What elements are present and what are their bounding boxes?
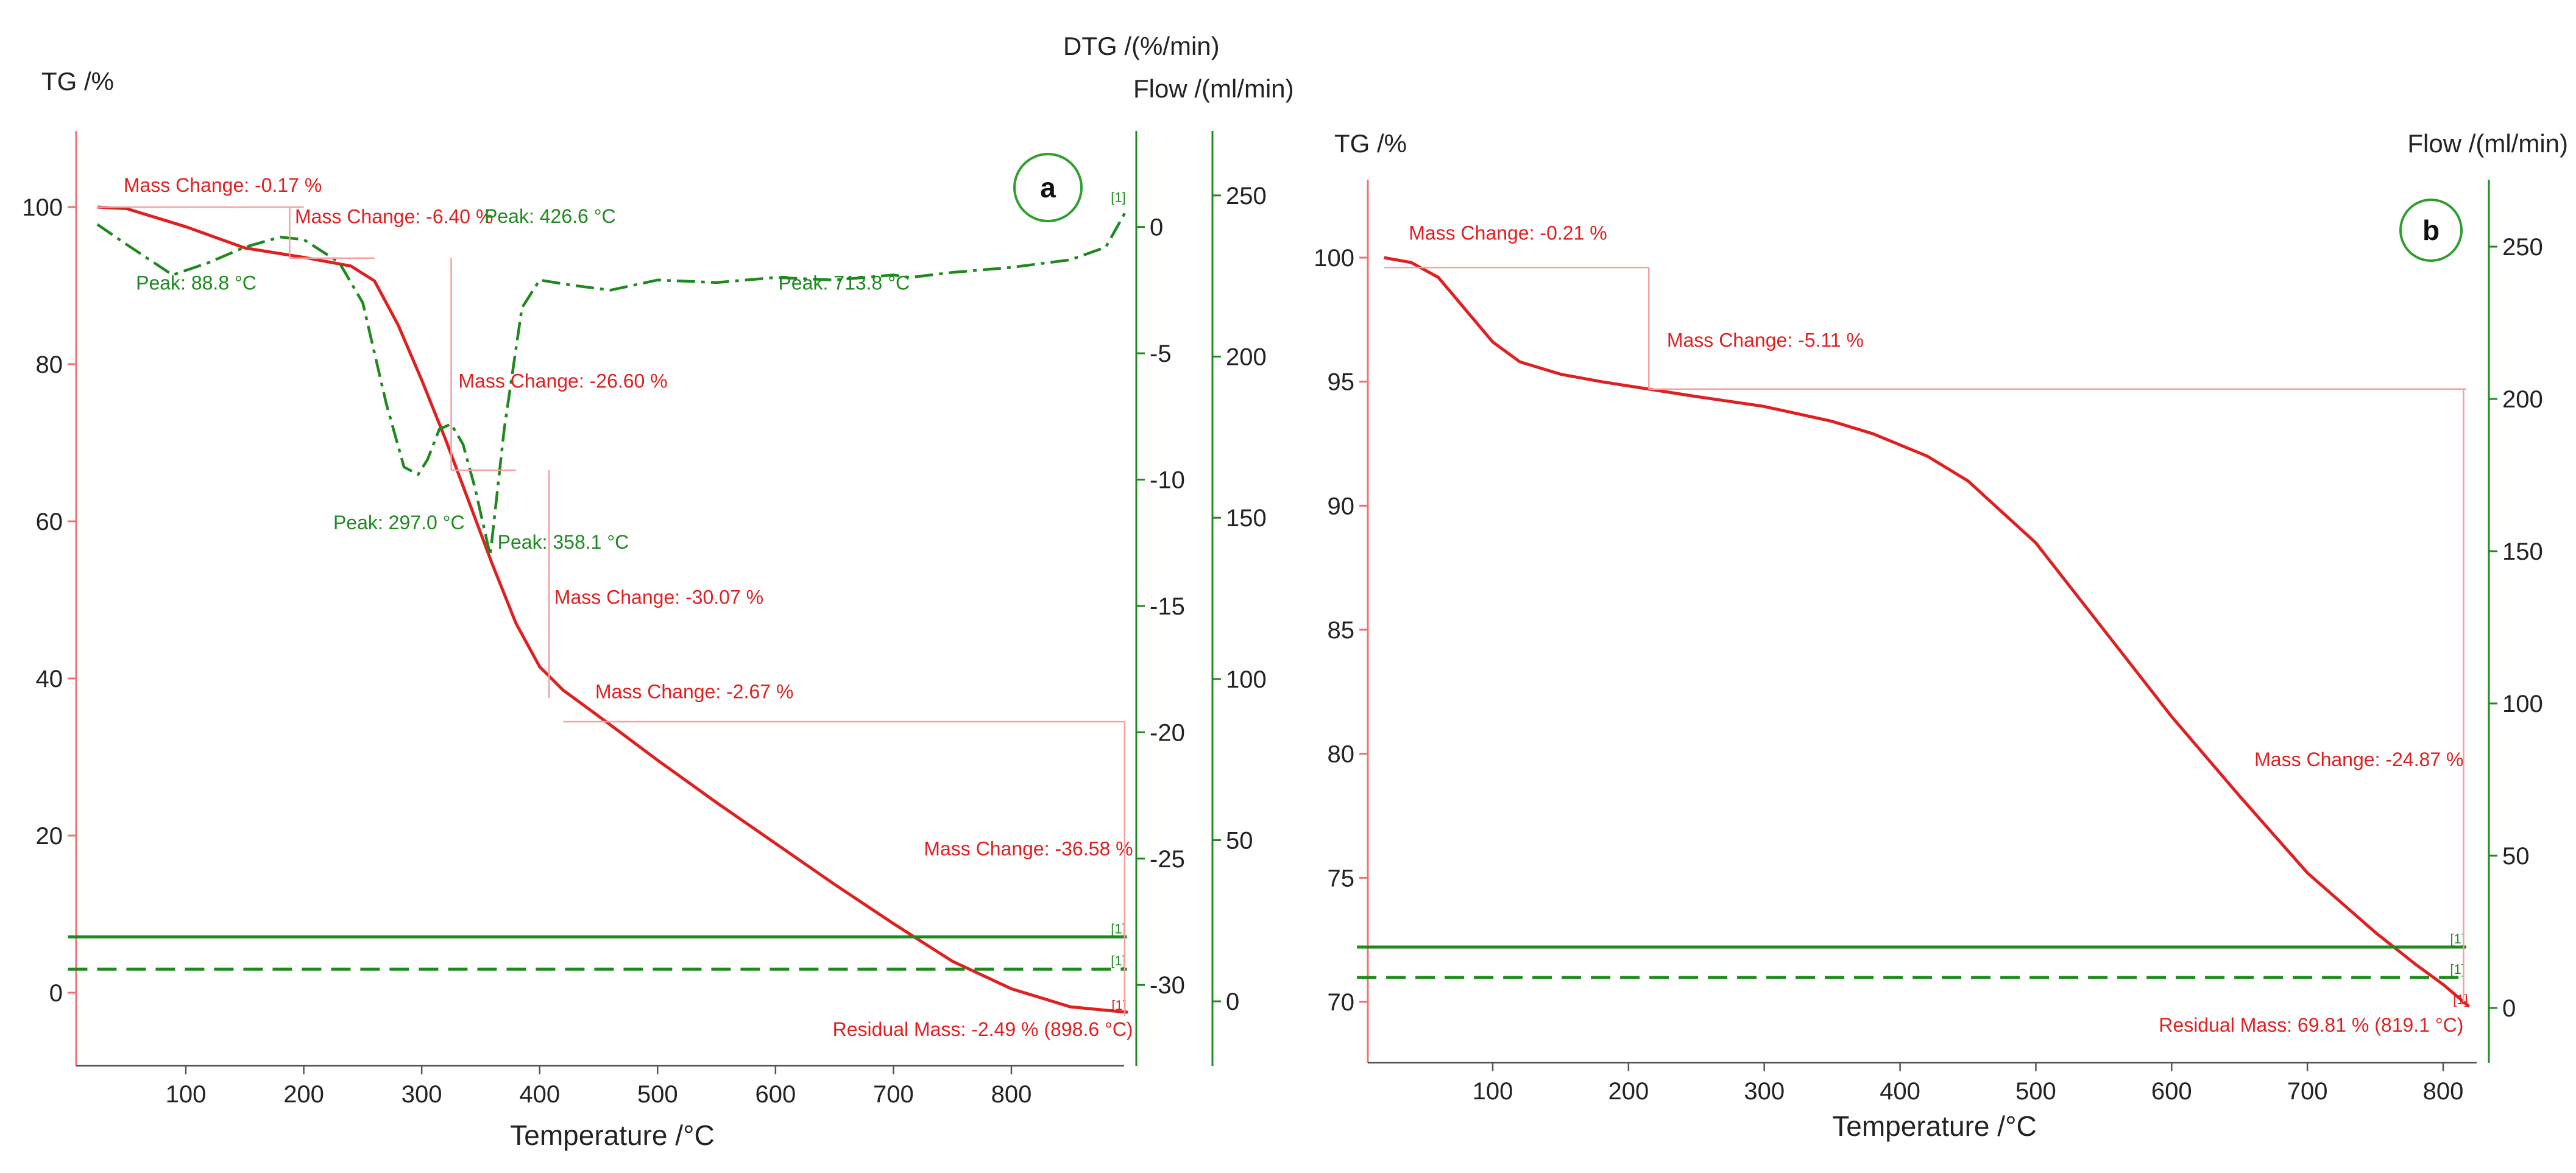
flow-tick-label: 250 xyxy=(1226,183,1267,210)
x-tick-label: 100 xyxy=(166,1081,207,1108)
dtg-tick-label: -15 xyxy=(1150,593,1185,620)
tg-tick-label: 80 xyxy=(1328,741,1355,768)
tg-tick-label: 95 xyxy=(1328,369,1355,396)
panel-label: b xyxy=(2422,214,2440,246)
x-tick-label: 100 xyxy=(1473,1078,1513,1105)
flow-end-marker: [1] xyxy=(2450,931,2465,946)
x-tick-label: 500 xyxy=(2015,1078,2056,1105)
flow-tick-label: 200 xyxy=(2502,386,2543,413)
x-axis-title: Temperature /°C xyxy=(1832,1110,2036,1142)
x-tick-label: 300 xyxy=(402,1081,442,1108)
peak-annotation: Peak: 297.0 °C xyxy=(333,512,465,534)
dtg-tick-label: -25 xyxy=(1150,846,1185,873)
tg-tick-label: 0 xyxy=(49,980,63,1007)
dtg-tick-label: -20 xyxy=(1150,719,1185,746)
x-tick-label: 500 xyxy=(637,1081,678,1108)
x-tick-label: 400 xyxy=(1880,1078,1920,1105)
panel-label: a xyxy=(1040,172,1056,203)
tg-tick-label: 40 xyxy=(36,666,63,692)
flow-end-marker: [1] xyxy=(2450,962,2465,977)
tg-curve xyxy=(97,205,1128,1014)
flow-tick-label: 50 xyxy=(2502,843,2530,870)
x-tick-label: 600 xyxy=(755,1081,796,1108)
mass-change-annotation: Mass Change: -24.87 % xyxy=(2254,749,2463,770)
x-tick-label: 800 xyxy=(2423,1078,2464,1105)
tg-tick-label: 75 xyxy=(1328,865,1355,892)
x-tick-label: 200 xyxy=(283,1081,324,1108)
flow-tick-label: 150 xyxy=(1226,505,1267,532)
flow-tick-label: 150 xyxy=(2502,538,2543,565)
tg-axis-title: TG /% xyxy=(1334,129,1407,158)
tg-tick-label: 100 xyxy=(22,194,63,221)
tg-tick-label: 100 xyxy=(1314,245,1354,272)
mass-change-annotation: Mass Change: -0.17 % xyxy=(124,174,322,196)
peak-annotation: Peak: 358.1 °C xyxy=(498,531,629,553)
mass-change-annotation: Mass Change: -6.40 % xyxy=(295,205,494,227)
mass-change-annotation: Mass Change: -30.07 % xyxy=(554,586,763,608)
tg-axis-title: TG /% xyxy=(41,67,114,96)
peak-annotation: Peak: 426.6 °C xyxy=(484,205,616,227)
mass-change-annotation: Mass Change: -0.21 % xyxy=(1409,222,1607,244)
x-axis-title: Temperature /°C xyxy=(510,1119,714,1151)
flow-tick-label: 50 xyxy=(1226,827,1253,854)
tg-tick-label: 70 xyxy=(1328,989,1355,1016)
panel-label-circle xyxy=(1013,153,1083,222)
peak-annotation: Peak: 713.8 °C xyxy=(779,272,910,294)
flow-axis-title: Flow /(ml/min) xyxy=(1133,74,1294,103)
flow-end-marker: [1] xyxy=(1111,921,1125,936)
x-tick-label: 600 xyxy=(2151,1078,2192,1105)
panel-label-circle xyxy=(2399,199,2463,262)
mass-change-annotation: Mass Change: -2.67 % xyxy=(595,680,794,702)
flow-axis-title: Flow /(ml/min) xyxy=(2407,129,2568,158)
x-tick-label: 700 xyxy=(873,1081,914,1108)
x-tick-label: 200 xyxy=(1608,1078,1649,1105)
mass-change-annotation: Mass Change: -36.58 % xyxy=(924,837,1133,859)
x-tick-label: 300 xyxy=(1744,1078,1785,1105)
flow-end-marker: [1] xyxy=(1111,953,1125,968)
flow-tick-label: 250 xyxy=(2502,234,2543,261)
dtg-tick-label: -30 xyxy=(1150,972,1185,999)
tg-tick-label: 20 xyxy=(36,823,63,850)
flow-tick-label: 0 xyxy=(1226,988,1239,1015)
flow-tick-label: 200 xyxy=(1226,344,1267,371)
mass-change-annotation: Residual Mass: 69.81 % (819.1 °C) xyxy=(2159,1014,2463,1036)
tg-tick-label: 90 xyxy=(1328,493,1355,520)
tg-end-marker: [1] xyxy=(2453,992,2468,1007)
mass-change-annotation: Mass Change: -26.60 % xyxy=(458,370,667,392)
dtg-end-marker: [1] xyxy=(1111,190,1125,205)
tg-tick-label: 80 xyxy=(36,351,63,378)
x-tick-label: 400 xyxy=(519,1081,560,1108)
x-tick-label: 700 xyxy=(2287,1078,2328,1105)
tg-curve xyxy=(1384,256,2471,1008)
peak-annotation: Peak: 88.8 °C xyxy=(136,272,257,294)
mass-change-annotation: Mass Change: -5.11 % xyxy=(1667,329,1864,351)
tg-tick-label: 85 xyxy=(1328,617,1355,644)
dtg-axis-title: DTG /(%/min) xyxy=(1063,32,1220,60)
dtg-curve xyxy=(96,208,1128,557)
flow-tick-label: 0 xyxy=(2502,995,2516,1022)
x-tick-label: 800 xyxy=(991,1081,1032,1108)
tg-tick-label: 60 xyxy=(36,509,63,535)
dtg-tick-label: 0 xyxy=(1150,214,1163,241)
flow-tick-label: 100 xyxy=(2502,691,2543,717)
flow-tick-label: 100 xyxy=(1226,666,1267,693)
dtg-tick-label: -10 xyxy=(1150,467,1185,494)
dtg-tick-label: -5 xyxy=(1150,340,1172,367)
mass-change-annotation: Residual Mass: -2.49 % (898.6 °C) xyxy=(833,1018,1133,1040)
